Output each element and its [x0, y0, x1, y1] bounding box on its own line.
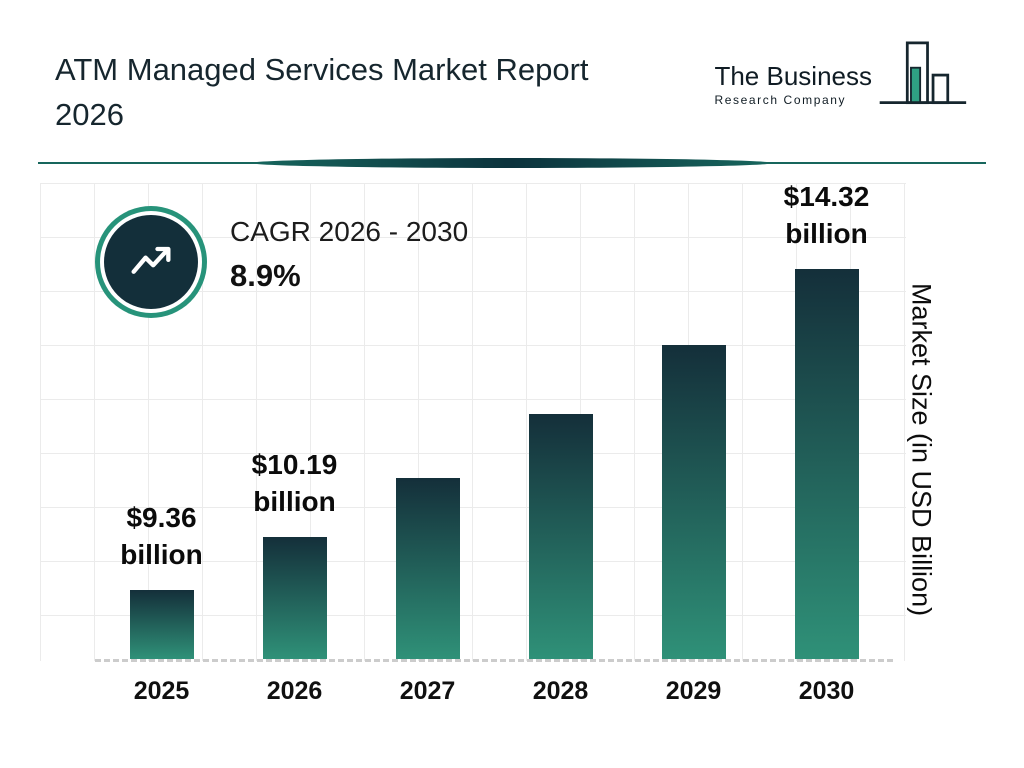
logo-text: The Business Research Company	[714, 61, 872, 107]
bar-2028	[528, 414, 593, 659]
bar-cell-2029: 2029	[627, 182, 760, 705]
bar-chart-logo-icon	[876, 38, 968, 119]
cagr-value: 8.9%	[230, 258, 301, 293]
cagr-period-label: CAGR 2026 - 2030	[230, 216, 469, 247]
page-title: ATM Managed Services Market Report 2026	[55, 52, 589, 132]
bar-2030	[794, 269, 859, 659]
axis-label-2028: 2028	[532, 677, 589, 705]
bar-cell-2028: 2028	[494, 182, 627, 705]
trending-up-icon	[104, 215, 198, 309]
company-logo: The Business Research Company	[714, 38, 968, 119]
bar-2025	[129, 590, 194, 659]
bar-cell-2030: $14.32 billion 2030	[760, 181, 893, 705]
axis-label-2026: 2026	[266, 677, 323, 705]
cagr-block: CAGR 2026 - 2030 8.9%	[95, 206, 468, 309]
bar-value-label-2025: $9.36 billion	[120, 502, 203, 571]
logo-name: The Business	[714, 61, 872, 91]
bar-cell-2026: $10.19 billion 2026	[228, 182, 361, 705]
axis-label-2030: 2030	[798, 677, 855, 705]
bar-value-label-2030: $14.32 billion	[783, 181, 870, 250]
bar-cell-2027: 2027	[361, 182, 494, 705]
divider-lens	[252, 158, 772, 168]
cagr-text: CAGR 2026 - 2030 8.9%	[230, 206, 468, 294]
header-divider	[38, 156, 986, 170]
bar-2027	[395, 478, 460, 659]
axis-label-2027: 2027	[399, 677, 456, 705]
logo-subname: Research Company	[714, 93, 847, 107]
bars-area: $9.36 billion 2025 $10.19 billion 2026 2027 202…	[95, 181, 893, 705]
bar-2029	[661, 345, 726, 659]
bar-2026	[262, 537, 327, 659]
y-axis-title: Market Size (in USD Billion)	[906, 283, 937, 617]
bar-value-label-2026: $10.19 billion	[251, 449, 338, 518]
axis-label-2025: 2025	[133, 677, 190, 705]
axis-label-2029: 2029	[665, 677, 722, 705]
bar-cell-2025: $9.36 billion 2025	[95, 182, 228, 705]
